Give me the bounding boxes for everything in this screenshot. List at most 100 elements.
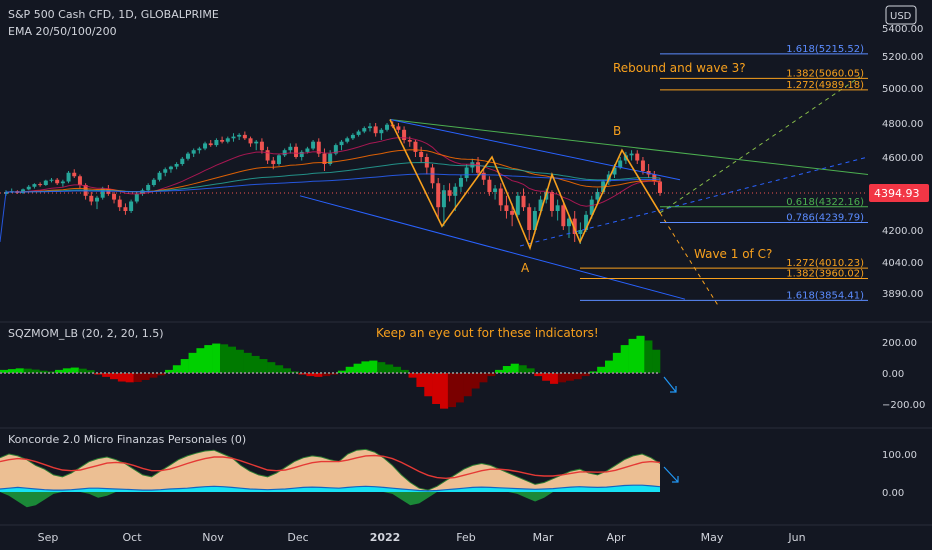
currency-button[interactable] — [885, 5, 917, 25]
sqzmom-bar — [94, 373, 103, 375]
fib-level-label: 0.618(4322.16) — [786, 197, 864, 208]
fib-level-label: 1.618(5215.52) — [786, 44, 864, 55]
candle-body — [322, 153, 327, 164]
sqzmom-bar — [447, 373, 457, 408]
sqzmom-bar — [314, 373, 323, 377]
price-axis-tick: 4800.00 — [882, 119, 923, 130]
sqzmom-bar — [227, 346, 237, 373]
candle-body — [629, 153, 634, 156]
time-axis-tick: Dec — [287, 531, 308, 544]
sqzmom-bar — [133, 373, 142, 382]
sqzmom-bar — [243, 352, 252, 373]
arrow-down-right-icon — [663, 376, 677, 393]
sqzmom-bar — [110, 373, 119, 380]
dashed-green-projection — [659, 76, 861, 214]
sqzmom-bar — [581, 373, 590, 377]
candle-body — [72, 172, 77, 177]
koncorde-axis-tick: 0.00 — [882, 488, 904, 499]
koncorde-axis-tick: 100.00 — [882, 450, 917, 461]
indicator-legend: EMA 20/50/100/200 — [8, 25, 117, 38]
candle-body — [561, 205, 566, 227]
candle-body — [60, 181, 65, 184]
sqzmom-bar — [487, 373, 496, 377]
candle-body — [55, 179, 60, 184]
candle-body — [49, 179, 54, 181]
candle-body — [345, 138, 350, 142]
candle-body — [168, 166, 173, 170]
sqzmom-bar — [550, 373, 559, 384]
candle-body — [242, 134, 247, 139]
candle-body — [26, 186, 31, 190]
candle-body — [77, 176, 82, 185]
sqzmom-axis-tick: −200.00 — [882, 400, 925, 411]
time-axis-tick: May — [701, 531, 724, 544]
candle-body — [311, 141, 316, 149]
sqzmom-bar — [432, 373, 441, 404]
last-price-label: 4394.93 — [874, 187, 920, 200]
sqzmom-bar — [322, 373, 331, 377]
sqzmom-bar — [172, 365, 182, 373]
candle-body — [362, 128, 367, 132]
candle-body — [515, 195, 520, 215]
sqzmom-bar — [70, 367, 79, 373]
sqzmom-bar — [196, 348, 205, 373]
sqzmom-bar — [495, 369, 504, 373]
candle-body — [419, 151, 424, 157]
dashed-blue-projection — [519, 156, 869, 247]
sqzmom-bar — [361, 361, 370, 373]
candle-body — [453, 186, 458, 196]
price-axis-tick: 4040.00 — [882, 258, 923, 269]
candle-body — [458, 178, 463, 187]
time-axis-tick: Apr — [606, 531, 626, 544]
sqzmom-bar — [644, 340, 653, 373]
candle-body — [123, 207, 128, 211]
wave-label-a: A — [521, 261, 530, 275]
candle-body — [493, 188, 498, 192]
time-axis-tick: 2022 — [370, 531, 401, 544]
candle-body — [112, 193, 117, 200]
candle-body — [640, 160, 645, 171]
candle-body — [299, 151, 304, 157]
koncorde-red-line — [0, 454, 661, 480]
sqzmom-bar — [157, 373, 166, 376]
sqzmom-bar — [275, 365, 284, 373]
sqzmom-bar — [298, 373, 307, 375]
candle-body — [396, 126, 401, 130]
sqzmom-bar — [369, 360, 378, 373]
koncorde-blue-area — [0, 485, 660, 492]
time-axis-tick: Oct — [122, 531, 142, 544]
sqzmom-bar — [565, 373, 574, 381]
candle-body — [38, 184, 43, 186]
price-axis-tick: 5000.00 — [882, 84, 923, 95]
candle-body — [578, 230, 583, 234]
sqzmom-bar — [117, 373, 127, 382]
sqzmom-bar — [479, 373, 488, 383]
candle-body — [305, 148, 310, 152]
upper-trendline — [389, 119, 869, 175]
sqzmom-bar — [330, 373, 339, 375]
candle-body — [430, 167, 435, 184]
sqzmom-bar — [235, 349, 244, 373]
candle-body — [356, 131, 361, 135]
ema-200-line — [0, 173, 661, 243]
koncorde-blue-line — [0, 484, 661, 492]
price-axis-tick: 5200.00 — [882, 52, 923, 63]
sqzmom-bar — [7, 369, 17, 373]
sqzmom-bar — [424, 373, 433, 397]
candle-body — [527, 207, 532, 230]
sqzmom-bar — [31, 369, 40, 373]
candle-body — [191, 150, 196, 154]
sqzmom-bar — [62, 368, 72, 373]
candle-body — [612, 167, 617, 175]
sqzmom-bar — [400, 369, 409, 373]
candle-body — [203, 143, 208, 149]
sqzmom-bar — [125, 373, 134, 383]
sqzmom-bar — [212, 343, 221, 373]
sqzmom-bar — [502, 366, 512, 373]
sqzmom-bar — [282, 368, 292, 373]
fib-level-label: 0.786(4239.79) — [786, 212, 864, 223]
sqzmom-title: SQZMOM_LB (20, 2, 20, 1.5) — [8, 327, 164, 340]
sqzmom-bar — [455, 373, 464, 403]
